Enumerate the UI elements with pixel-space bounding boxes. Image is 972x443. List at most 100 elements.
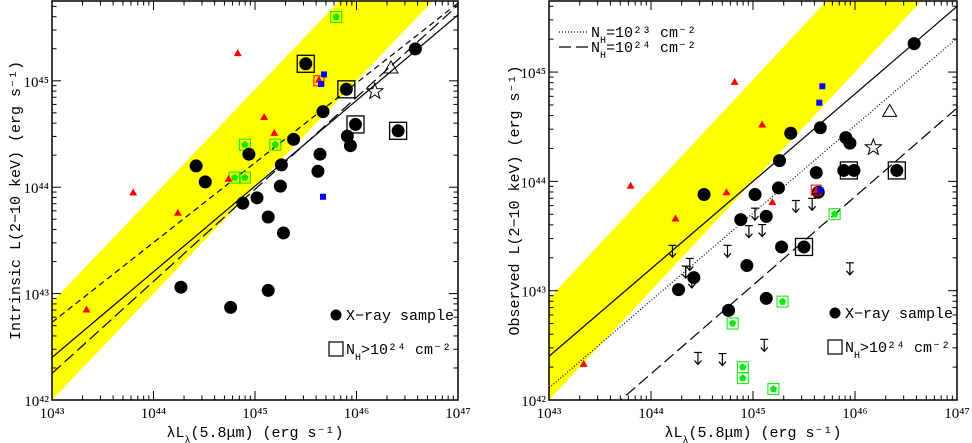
green-box xyxy=(238,171,251,184)
line-legend-label: NH=10²³ cm⁻² xyxy=(591,25,696,47)
data-point-blue-square xyxy=(817,187,824,194)
data-point-xray xyxy=(287,132,301,146)
limit-arrowhead xyxy=(668,252,677,259)
data-point-blue-square xyxy=(317,80,324,87)
y-tick-label: 10⁴³ xyxy=(521,285,546,301)
data-point-xray xyxy=(391,124,405,138)
x-tick-label: 10⁴⁴ xyxy=(638,406,663,422)
data-point-xray xyxy=(809,166,823,180)
line-legend-label: NH=10²⁴ cm⁻² xyxy=(591,40,696,62)
y-tick-label: 10⁴⁵ xyxy=(24,75,49,91)
x-tick-label: 10⁴⁶ xyxy=(344,406,369,422)
data-point-blue-square xyxy=(320,193,327,200)
x-axis-label-sub: λ xyxy=(184,435,190,443)
legend-label: X−ray sample xyxy=(346,308,454,325)
data-point-xray xyxy=(348,117,362,131)
data-point-xray xyxy=(843,136,857,150)
data-point-xray xyxy=(759,291,773,305)
data-point-red-triangle xyxy=(579,359,588,367)
data-point-xray xyxy=(242,147,256,161)
x-tick-label: 10⁴³ xyxy=(537,406,562,422)
relation-line-solid xyxy=(52,14,458,358)
data-point-xray xyxy=(697,187,711,201)
y-axis-label: Intrinsic L(2−10 keV) (erg s⁻¹) xyxy=(8,61,25,340)
data-point-red-triangle xyxy=(129,188,138,196)
data-point-xray xyxy=(837,163,851,177)
green-pentagon xyxy=(739,363,747,371)
green-pentagon xyxy=(271,140,279,148)
x-axis-label-post: (5.8μm) (erg s⁻¹) xyxy=(190,425,343,442)
series-black-circle xyxy=(174,42,422,314)
data-point-upper-limit xyxy=(723,244,732,259)
legend-circle-icon xyxy=(829,307,841,319)
limit-arrowhead xyxy=(685,266,694,272)
x-axis-label-sub: λ xyxy=(682,435,688,443)
data-point-xray xyxy=(408,42,422,56)
series-blue-square xyxy=(816,83,826,194)
limit-arrowhead xyxy=(693,360,702,366)
limit-arrowhead xyxy=(718,361,727,367)
data-point-xray xyxy=(250,191,264,205)
data-point-xray xyxy=(890,163,904,177)
data-point-xray xyxy=(274,158,288,172)
data-point-xray xyxy=(273,179,287,193)
x-tick-label: 10⁴³ xyxy=(40,406,65,422)
x-tick-label: 10⁴⁵ xyxy=(242,406,267,422)
green-box xyxy=(726,317,739,330)
data-point-xray xyxy=(722,303,736,317)
line-legend: NH=10²³ cm⁻²NH=10²⁴ cm⁻² xyxy=(559,25,696,62)
x-axis-label-pre: λL xyxy=(664,425,682,442)
data-point-green-pentagon xyxy=(736,361,749,374)
series-upper-limit-arrow xyxy=(668,197,854,367)
data-point-upper-limit xyxy=(808,197,817,212)
legend-label: NH>10²⁴ cm⁻² xyxy=(845,340,950,362)
data-point-compton-thick-box xyxy=(346,115,365,134)
y-tick-label: 10⁴⁵ xyxy=(521,66,546,82)
legend: X−ray sample NH>10²⁴ cm⁻² xyxy=(328,308,454,364)
relation-line-solid xyxy=(549,6,957,357)
green-pentagon xyxy=(728,319,737,327)
left-panel-intrinsic: 10⁴³ 10⁴⁴ 10⁴⁵ 10⁴⁶ 10⁴⁷10⁴²10⁴³10⁴⁴10⁴⁵λLλ(… xyxy=(8,0,471,443)
data-point-green-pentagon xyxy=(726,317,739,330)
legend-label-sub: H xyxy=(355,353,361,364)
data-point-compton-thick-box xyxy=(296,54,315,73)
y-tick-label: 10⁴⁴ xyxy=(24,181,49,197)
legend-label-pre: N xyxy=(845,340,854,357)
data-point-upper-limit xyxy=(718,352,727,367)
data-point-xray xyxy=(672,283,686,297)
data-point-xray xyxy=(311,164,325,178)
data-point-red-triangle xyxy=(768,198,777,206)
data-point-open-star xyxy=(365,81,385,100)
data-point-blue-square xyxy=(321,71,328,78)
limit-arrowhead xyxy=(760,346,769,353)
green-pentagon xyxy=(231,173,239,181)
data-point-xray xyxy=(343,139,357,153)
data-point-blue-square xyxy=(819,83,826,90)
ticks xyxy=(51,1,458,401)
green-pentagon xyxy=(241,140,249,148)
data-point-xray xyxy=(847,163,861,177)
limit-arrowhead xyxy=(845,270,854,276)
data-point-open-triangle xyxy=(383,60,399,74)
line-legend-label-pre: N xyxy=(591,40,600,57)
data-point-xray xyxy=(224,300,238,314)
data-point-red-triangle xyxy=(270,128,279,136)
limit-arrowhead xyxy=(758,232,767,238)
data-point-xray xyxy=(813,121,827,135)
data-point-xray xyxy=(797,240,811,254)
data-point-green-pentagon xyxy=(269,138,282,151)
data-point-red-triangle xyxy=(671,214,680,222)
data-point-xray xyxy=(734,213,748,227)
data-point-compton-thick-box xyxy=(337,80,356,99)
x-axis-label: λLλ(5.8μm) (erg s⁻¹) xyxy=(166,425,343,443)
x-tick-label: 10⁴⁵ xyxy=(740,406,765,422)
data-point-red-triangle xyxy=(758,120,767,128)
data-point-open-triangle xyxy=(881,103,898,117)
data-point-red-triangle xyxy=(260,112,269,120)
plot-area xyxy=(52,1,458,400)
green-box xyxy=(828,208,841,221)
legend-label: NH>10²⁴ cm⁻² xyxy=(346,342,451,364)
data-point-red-triangle xyxy=(233,49,242,57)
data-point-xray xyxy=(748,187,762,201)
